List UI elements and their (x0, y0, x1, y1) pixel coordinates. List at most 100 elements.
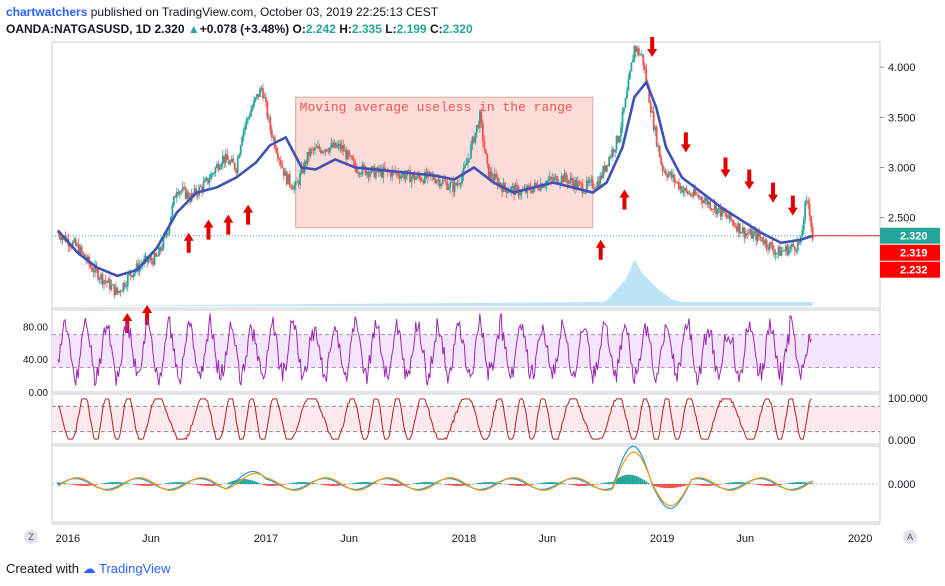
candle-body (233, 163, 236, 170)
candle-body (119, 290, 122, 292)
candle-body (542, 186, 545, 188)
macd-histogram-bar (134, 484, 137, 485)
candle-body (771, 244, 774, 250)
candle-body (686, 190, 689, 195)
zoom-reset-icon[interactable]: Z (24, 530, 38, 544)
down-arrow-icon (720, 157, 731, 178)
candle-body (718, 207, 720, 209)
chart-area[interactable]: 2016 Jun 2017 Jun 2018 Jun 2019 Jun 2020 4.000 3.5… (0, 0, 945, 556)
macd-histogram-bar (344, 484, 347, 485)
candle-body (741, 227, 744, 233)
macd-histogram-bar (330, 484, 333, 486)
annotation-text: Moving average useless in the range (300, 100, 573, 115)
candle-body (527, 185, 530, 187)
up-arrow-icon (183, 232, 194, 253)
candle-body (501, 186, 504, 193)
price-label-box (880, 261, 940, 278)
candle-body (187, 192, 190, 199)
candle-body (83, 253, 86, 259)
candle-body (550, 176, 553, 179)
macd-histogram-bar (167, 482, 170, 484)
candle-body (404, 175, 407, 179)
candle-body (679, 186, 682, 190)
candle-body (727, 216, 729, 219)
candle-body (728, 213, 731, 219)
price-label: 2.320 (900, 231, 928, 243)
candle-body (730, 213, 732, 221)
candle-body (297, 181, 300, 185)
candle-body (76, 244, 79, 246)
macd-histogram-bar (728, 482, 731, 484)
candle-body (495, 174, 498, 178)
candle-body (605, 165, 608, 172)
candle-body (470, 144, 472, 159)
candle-body (663, 170, 665, 172)
candle-body (758, 232, 761, 237)
macd-histogram-bar (665, 484, 668, 489)
candle-body (161, 248, 163, 251)
macd-histogram-bar (82, 484, 85, 486)
candle-body (600, 175, 603, 178)
candle-body (648, 86, 651, 103)
candle-body (103, 280, 105, 285)
candle-body (100, 273, 102, 279)
macd-histogram-bar (78, 484, 81, 486)
candle-body (691, 195, 694, 197)
candle-body (633, 46, 636, 60)
tradingview-brand[interactable]: TradingView (99, 561, 171, 576)
candle-body (349, 155, 352, 157)
candle-body (113, 284, 116, 295)
macd-histogram-bar (375, 483, 378, 484)
symbol-name[interactable]: OANDA:NATGASUSD, 1D (6, 22, 152, 36)
candle-body (602, 166, 605, 178)
candle-body (380, 169, 383, 178)
candle-body (336, 145, 339, 148)
macd-histogram-bar (264, 484, 267, 486)
candle-body (193, 188, 196, 195)
candle-body (449, 182, 452, 188)
macd-histogram-bar (643, 480, 646, 484)
candle-body (790, 243, 793, 247)
macd-histogram-bar (569, 484, 572, 485)
author-link[interactable]: chartwatchers (6, 5, 88, 19)
candle-body (568, 180, 570, 184)
candle-body (661, 163, 664, 171)
candle-body (80, 246, 83, 253)
candle-body (507, 191, 509, 194)
candle-body (458, 183, 460, 185)
up-arrow-icon (243, 204, 254, 225)
candle-body (802, 219, 805, 231)
candle-body (675, 181, 677, 183)
candle-body (597, 181, 600, 189)
macd-histogram-bar (381, 484, 384, 485)
candle-body (724, 212, 726, 214)
candle-body (785, 245, 787, 251)
macd-histogram-bar (173, 482, 176, 484)
candle-body (581, 183, 584, 194)
macd-histogram-bar (698, 484, 701, 486)
x-tick-label: Jun (340, 533, 358, 545)
macd-histogram-bar (272, 484, 275, 486)
x-tick-label: 2018 (452, 533, 476, 545)
macd-histogram-bar (730, 482, 733, 484)
macd-histogram-bar (423, 482, 426, 484)
auto-scale-icon[interactable]: A (903, 530, 917, 544)
candle-body (351, 155, 354, 160)
rsi-tick-label: 80.00 (23, 322, 48, 333)
macd-histogram-bar (581, 484, 584, 486)
candle-body (312, 149, 315, 151)
candle-body (109, 279, 111, 290)
macd-histogram-bar (413, 483, 416, 484)
candle-body (192, 193, 195, 195)
macd-histogram-bar (799, 482, 802, 484)
low-label: L: (385, 22, 397, 36)
candle-body (489, 171, 492, 179)
macd-histogram-bar (601, 483, 604, 484)
candle-body (637, 48, 640, 55)
down-arrow-shape (744, 169, 755, 190)
macd-histogram-bar (461, 484, 464, 486)
candle-body (343, 149, 346, 152)
macd-histogram-bar (805, 482, 808, 484)
x-tick-label: 2020 (848, 533, 872, 545)
candle-body (256, 94, 258, 98)
